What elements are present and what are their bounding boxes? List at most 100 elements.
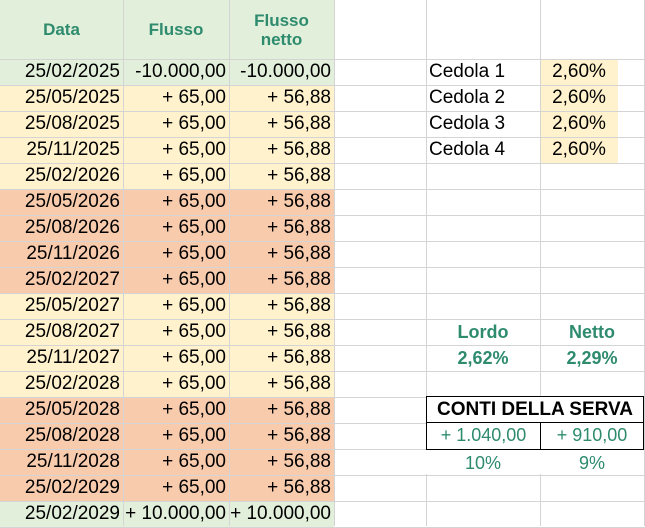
cedola-value[interactable]: 2,60% [552,139,606,160]
cell-flusso-netto[interactable]: + 56,88 [267,113,331,134]
cell-date[interactable]: 25/05/2026 [24,191,120,212]
grid-line-h [0,319,645,320]
grid-line-h [0,501,645,502]
cell-flusso-netto[interactable]: + 56,88 [267,373,331,394]
cell-flusso[interactable]: + 65,00 [162,399,226,420]
netto-label[interactable]: Netto [569,322,615,342]
row-fill [0,215,334,241]
cell-date[interactable]: 25/05/2025 [24,87,120,108]
cell-date[interactable]: 25/08/2028 [24,425,120,446]
cell-flusso-netto[interactable]: + 56,88 [267,295,331,316]
cell-flusso[interactable]: + 65,00 [162,113,226,134]
cell-flusso-netto[interactable]: + 56,88 [267,425,331,446]
conti-lordo-total[interactable]: + 1.040,00 [426,423,541,450]
cell-flusso-netto[interactable]: + 56,88 [267,321,331,342]
row-fill [0,319,334,345]
conti-title[interactable]: CONTI DELLA SERVA [426,396,644,423]
lordo-label[interactable]: Lordo [457,322,509,342]
row-fill [0,189,334,215]
row-fill [0,397,334,423]
cell-date[interactable]: 25/11/2026 [26,243,120,264]
cell-flusso-netto[interactable]: + 10.000,00 [230,503,331,524]
cell-flusso[interactable]: + 65,00 [162,217,226,238]
lordo-rate[interactable]: 2,62% [457,348,509,368]
cell-flusso[interactable]: + 65,00 [162,425,226,446]
cell-flusso-netto[interactable]: + 56,88 [267,269,331,290]
conti-netto-total[interactable]: + 910,00 [540,423,644,450]
row-fill [0,423,334,449]
cell-flusso-netto[interactable]: + 56,88 [267,217,331,238]
cedola-label[interactable]: Cedola 2 [429,87,506,108]
cell-date[interactable]: 25/08/2027 [24,321,120,342]
cell-flusso-netto[interactable]: + 56,88 [267,191,331,212]
header-flusso[interactable]: Flusso [148,20,204,39]
cell-flusso[interactable]: + 65,00 [162,87,226,108]
cell-date[interactable]: 25/02/2029 [24,503,120,524]
row-fill [0,111,334,137]
header-data[interactable]: Data [43,20,80,39]
row-fill [0,59,334,85]
cell-flusso[interactable]: + 65,00 [162,373,226,394]
cell-date[interactable]: 25/08/2025 [24,113,120,134]
cell-date[interactable]: 25/02/2025 [24,61,120,82]
cedola-label[interactable]: Cedola 3 [429,113,506,134]
cell-flusso[interactable]: + 10.000,00 [125,503,226,524]
cell-flusso-netto[interactable]: + 56,88 [267,399,331,420]
cell-date[interactable]: 25/08/2026 [24,217,120,238]
conti-box-bg [426,396,644,474]
cell-flusso[interactable]: + 65,00 [162,269,226,290]
grid-line-h [0,449,645,450]
cell-flusso-netto[interactable]: + 56,88 [267,477,331,498]
cell-flusso[interactable]: + 65,00 [162,321,226,342]
row-fill [0,371,334,397]
cell-flusso[interactable]: + 65,00 [162,477,226,498]
cell-date[interactable]: 25/02/2026 [24,165,120,186]
cell-flusso[interactable]: + 65,00 [162,165,226,186]
cell-flusso-netto[interactable]: + 56,88 [267,87,331,108]
cell-flusso[interactable]: + 65,00 [162,243,226,264]
cedola-label[interactable]: Cedola 1 [429,61,506,82]
grid-line-h [0,85,645,86]
header-fill [0,0,334,59]
cell-flusso-netto[interactable]: + 56,88 [267,451,331,472]
cedola-value[interactable]: 2,60% [552,113,606,134]
cell-date[interactable]: 25/02/2027 [24,269,120,290]
conti-netto-pct[interactable]: 9% [578,453,605,473]
cell-date[interactable]: 25/05/2028 [24,399,120,420]
netto-rate[interactable]: 2,29% [566,348,618,368]
grid-line-v [334,0,335,526]
row-fill [0,241,334,267]
grid-line-v [540,0,541,526]
grid-line-h [0,241,645,242]
cell-flusso[interactable]: + 65,00 [162,451,226,472]
cell-flusso[interactable]: -10.000,00 [135,61,226,82]
cell-flusso[interactable]: + 65,00 [162,191,226,212]
cell-flusso-netto[interactable]: + 56,88 [267,347,331,368]
cell-flusso[interactable]: + 65,00 [162,139,226,160]
grid-line-h [0,111,645,112]
cell-flusso-netto[interactable]: + 56,88 [267,139,331,160]
cell-flusso[interactable]: + 65,00 [162,295,226,316]
cell-flusso-netto[interactable]: -10.000,00 [240,61,331,82]
cell-date[interactable]: 25/11/2028 [26,451,120,472]
cell-date[interactable]: 25/05/2027 [24,295,120,316]
cell-flusso-netto[interactable]: + 56,88 [267,243,331,264]
conti-lordo-pct[interactable]: 10% [464,453,502,473]
grid-line-h [0,215,645,216]
cell-date[interactable]: 25/02/2028 [24,373,120,394]
row-fill [0,163,334,189]
cell-flusso-netto[interactable]: + 56,88 [267,165,331,186]
cedola-value[interactable]: 2,60% [552,61,606,82]
grid-line-v [229,0,230,526]
grid-line-v [426,0,427,526]
row-fill [0,293,334,319]
cedola-value[interactable]: 2,60% [552,87,606,108]
header-flusso-netto[interactable]: Flusso netto [254,10,309,49]
cell-date[interactable]: 25/11/2025 [26,139,120,160]
grid-line-h [0,423,645,424]
cell-date[interactable]: 25/02/2029 [24,477,120,498]
cell-date[interactable]: 25/11/2027 [26,347,120,368]
cell-flusso[interactable]: + 65,00 [162,347,226,368]
cedola-label[interactable]: Cedola 4 [429,139,506,160]
